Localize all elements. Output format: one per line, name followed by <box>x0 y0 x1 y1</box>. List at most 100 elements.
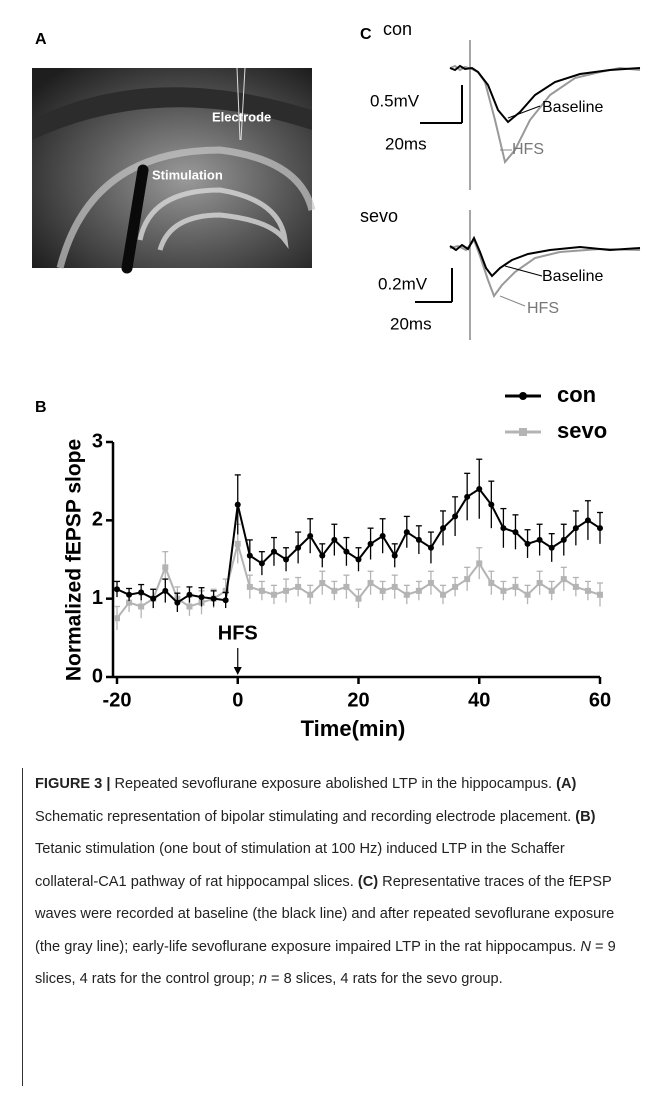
data-point <box>307 533 314 539</box>
panel-label: C <box>360 26 372 43</box>
data-point <box>476 486 483 492</box>
data-point <box>331 587 338 594</box>
data-point <box>222 597 229 604</box>
x-tick-label: 0 <box>232 689 243 711</box>
data-point <box>548 544 555 551</box>
legend-label: con <box>557 382 596 407</box>
annotation-arrowhead <box>233 667 242 675</box>
data-point <box>536 580 543 586</box>
figure: A Electrode Stimulation C con Baseline H… <box>32 19 641 741</box>
data-point <box>319 552 326 559</box>
caption-panel-ref: (C) <box>357 873 379 890</box>
data-point <box>512 583 519 590</box>
photo-layer <box>56 146 316 269</box>
data-point <box>379 587 386 594</box>
trace-label: HFS <box>512 141 544 158</box>
x-axis-label: Time(min) <box>301 716 406 741</box>
series-1 <box>114 523 603 630</box>
data-point <box>186 591 193 598</box>
x-tick-label: 40 <box>468 689 490 711</box>
caption-text: Schematic representation of bipolar stim… <box>35 808 576 825</box>
photo-dentate <box>137 187 289 251</box>
data-point <box>126 591 133 598</box>
data-point <box>524 540 531 547</box>
data-point <box>355 556 362 563</box>
y-tick-label: 2 <box>92 509 103 531</box>
legend-marker <box>519 428 527 436</box>
data-point <box>427 544 434 551</box>
caption: FIGURE 3 | Repeated sevoflurane exposure… <box>22 768 632 1086</box>
caption-text: = 9 slices, 4 rats for the control group… <box>35 938 616 988</box>
data-point <box>452 513 459 520</box>
data-point <box>258 587 265 594</box>
label-pointer <box>504 265 543 277</box>
sevo-traces: Baseline HFS 0.2mV 20ms <box>378 210 641 340</box>
data-point <box>138 603 145 610</box>
data-point <box>488 580 495 586</box>
data-point <box>415 587 422 594</box>
trace-title: con <box>383 19 412 39</box>
photo-label: Electrode <box>212 109 271 124</box>
y-tick-label: 0 <box>92 665 103 687</box>
scale-label: 0.5mV <box>370 91 420 110</box>
caption-label: FIGURE 3 | <box>35 776 111 792</box>
x-tick-label: -20 <box>103 689 132 711</box>
data-point <box>150 595 157 602</box>
data-point <box>295 583 302 590</box>
data-point <box>464 576 471 583</box>
data-point <box>258 560 265 567</box>
data-point <box>427 580 434 586</box>
data-point <box>572 583 579 590</box>
data-point <box>246 552 253 559</box>
caption-symbol: N <box>580 938 591 955</box>
caption-text: Representative traces of the fEPSP waves… <box>35 873 615 955</box>
data-point <box>283 556 290 563</box>
data-point <box>403 529 410 536</box>
caption-panel-ref: (A) <box>556 776 577 792</box>
data-point <box>343 583 350 590</box>
data-point <box>597 591 603 598</box>
slice-photo: Electrode Stimulation <box>32 67 316 274</box>
baseline-trace <box>449 235 641 278</box>
data-point <box>126 599 133 606</box>
data-point <box>560 576 567 583</box>
caption-text: Repeated sevoflurane exposure abolished … <box>110 776 557 792</box>
data-point <box>210 595 217 602</box>
trace-label: Baseline <box>542 99 603 116</box>
y-axis-label: Normalized fEPSP slope <box>63 439 86 681</box>
caption-symbol: n <box>258 971 267 987</box>
data-point <box>464 493 471 500</box>
recording-electrode <box>240 67 246 141</box>
data-point <box>331 536 338 543</box>
data-point <box>234 501 241 508</box>
panel-label: B <box>35 399 47 416</box>
data-point <box>283 587 290 594</box>
data-point <box>440 525 447 532</box>
data-point <box>162 564 169 571</box>
data-point <box>391 583 398 590</box>
scale-label: 20ms <box>390 314 432 333</box>
y-tick-label: 3 <box>92 430 103 452</box>
data-point <box>560 536 567 543</box>
label-pointer <box>507 105 541 119</box>
data-point <box>343 548 350 555</box>
data-point <box>222 587 229 594</box>
data-point <box>198 594 205 601</box>
legend-label: sevo <box>557 418 607 443</box>
x-tick-label: 60 <box>589 689 611 711</box>
data-point <box>270 548 277 555</box>
scale-label: 0.2mV <box>378 274 428 293</box>
data-point <box>524 591 531 598</box>
series-0 <box>114 458 603 612</box>
data-point <box>162 587 169 594</box>
data-point <box>138 589 145 596</box>
data-point <box>379 533 386 539</box>
data-point <box>572 525 579 532</box>
data-point <box>512 529 519 536</box>
trace-label: Baseline <box>542 268 603 285</box>
stimulating-electrode <box>121 164 149 274</box>
caption-panel-ref: (B) <box>575 808 596 825</box>
data-point <box>536 536 543 543</box>
annotation: HFS <box>218 622 258 644</box>
